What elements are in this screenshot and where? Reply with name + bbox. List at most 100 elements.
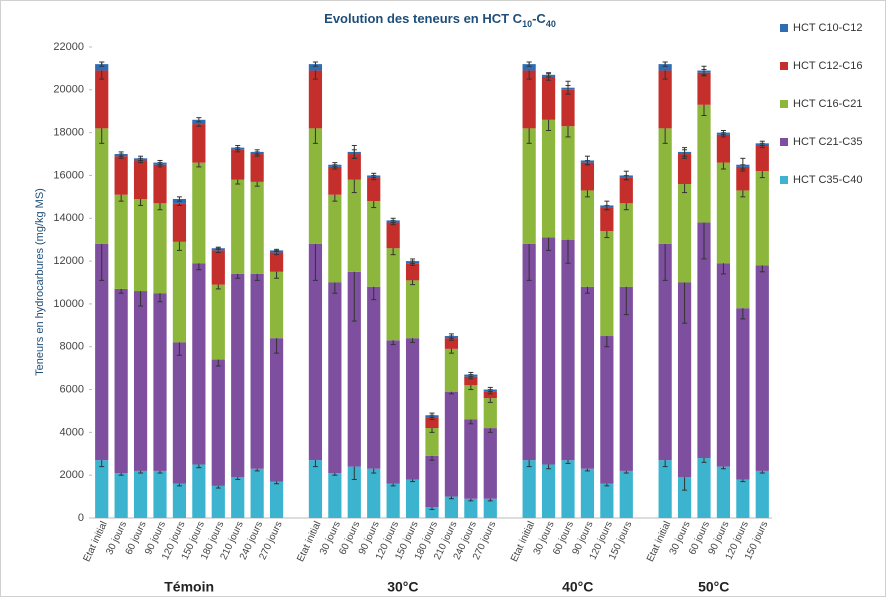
bar-segment <box>308 64 323 71</box>
bar-segment <box>677 477 692 518</box>
bar-segment <box>580 286 595 469</box>
y-tick-label: 10000 <box>53 298 84 310</box>
bar-segment <box>308 128 323 244</box>
bar-segment <box>114 473 128 518</box>
bar-segment <box>95 64 109 71</box>
bar-segment <box>561 126 575 240</box>
bar-segment <box>483 398 497 429</box>
title-part: Evolution des teneurs en HCT C <box>324 11 523 26</box>
bar-segment <box>211 359 225 486</box>
y-tick-label: 0 <box>78 512 84 524</box>
bar-segment <box>483 498 497 518</box>
bar-segment <box>250 181 264 274</box>
bar-segment <box>328 194 342 283</box>
bar-segment <box>153 470 167 518</box>
bar-segment <box>192 263 206 465</box>
bar-segment <box>133 160 148 200</box>
bar-segment <box>133 291 148 471</box>
bar-segment <box>619 286 633 471</box>
bar-segment <box>425 428 439 456</box>
legend-label: HCT C16-C21 <box>793 98 863 110</box>
bar-segment <box>522 243 536 461</box>
bar-segment <box>328 282 342 474</box>
bar-segment <box>619 177 633 204</box>
bar-segment <box>697 72 711 105</box>
bar-segment <box>211 284 225 360</box>
title-part: 40 <box>546 19 556 29</box>
bar-segment <box>250 273 264 469</box>
bar-segment <box>386 248 400 341</box>
bar-segment <box>619 203 633 287</box>
bar-segment <box>464 419 478 499</box>
bar-segment <box>347 154 361 180</box>
bar-segment <box>658 64 672 71</box>
bar-segment <box>541 119 556 238</box>
bar-segment <box>736 308 750 480</box>
bar-segment <box>95 460 109 518</box>
legend-label: HCT C21-C35 <box>793 136 863 148</box>
bar-segment <box>522 64 536 71</box>
bar-segment <box>716 466 731 518</box>
bar-segment <box>444 348 459 392</box>
bar-segment <box>600 483 614 518</box>
title-part: -C <box>532 11 546 26</box>
bar-segment <box>755 470 769 518</box>
y-tick-label: 18000 <box>53 127 84 139</box>
bar-segment <box>269 252 284 272</box>
bar-segment <box>444 338 459 349</box>
bar-segment <box>172 483 187 518</box>
bar-segment <box>250 154 264 182</box>
y-tick-label: 16000 <box>53 169 84 181</box>
bar-segment <box>133 199 148 292</box>
group-label: Témoin <box>164 579 214 595</box>
bar-segment <box>561 89 575 127</box>
bar-segment <box>658 128 672 244</box>
bar-segment <box>580 190 595 287</box>
bar-segment <box>153 164 167 204</box>
bar-segment <box>269 481 284 518</box>
bar-segment <box>95 243 109 461</box>
bar-segment <box>347 179 361 272</box>
chart-title: Evolution des teneurs en HCT C10-C40 <box>324 11 556 29</box>
bar-segment <box>269 338 284 482</box>
bar-segment <box>677 282 692 478</box>
bar-segment <box>483 391 497 399</box>
bar-segment <box>308 460 323 518</box>
bar-segment <box>541 76 556 120</box>
bar-segment <box>114 288 128 474</box>
bar-segment <box>347 271 361 467</box>
bar-segment <box>658 70 672 129</box>
bar-segment <box>425 507 439 518</box>
legend-swatch <box>780 138 788 146</box>
bar-segment <box>308 243 323 461</box>
bar-segment <box>522 128 536 244</box>
y-tick-label: 14000 <box>53 212 84 224</box>
y-tick-label: 12000 <box>53 255 84 267</box>
bar-segment <box>347 466 361 518</box>
bar-segment <box>153 203 167 294</box>
bar-segment <box>619 470 633 518</box>
bar-segment <box>716 162 731 264</box>
bar-segment <box>483 428 497 499</box>
bar-segment <box>211 250 225 285</box>
bar-segment <box>367 201 381 287</box>
bar-segment <box>405 263 420 281</box>
title-part: 10 <box>522 19 532 29</box>
bar-segment <box>541 237 556 465</box>
bar-segment <box>444 496 459 518</box>
bar-segment <box>250 468 264 518</box>
bar-segment <box>211 485 225 518</box>
bar-segment <box>153 293 167 471</box>
legend-swatch <box>780 62 788 70</box>
bar-segment <box>133 470 148 518</box>
bar-segment <box>95 128 109 244</box>
group-label: 40°C <box>562 579 593 595</box>
bar-segment <box>405 280 420 339</box>
bar-segment <box>405 338 420 480</box>
bar-segment <box>114 194 128 289</box>
bar-segment <box>580 468 595 518</box>
y-axis-label: Teneurs en hydrocarbures (mg/kg MS) <box>34 188 46 376</box>
bar-segment <box>425 417 439 429</box>
